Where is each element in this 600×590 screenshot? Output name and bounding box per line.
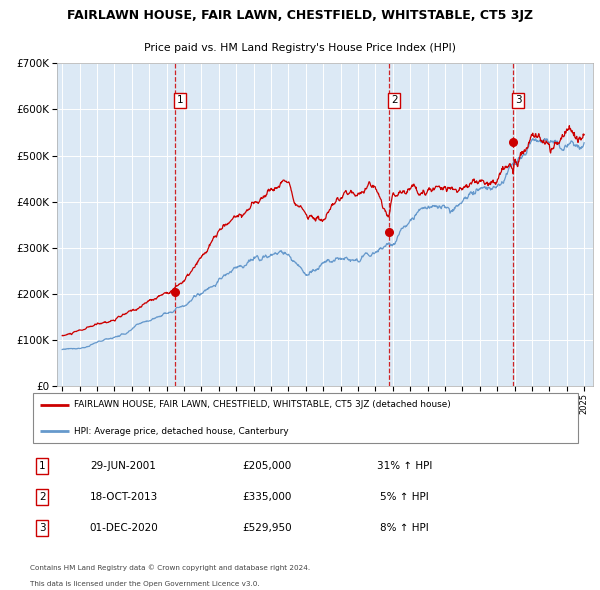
Text: This data is licensed under the Open Government Licence v3.0.: This data is licensed under the Open Gov…	[30, 582, 260, 588]
Text: FAIRLAWN HOUSE, FAIR LAWN, CHESTFIELD, WHITSTABLE, CT5 3JZ (detached house): FAIRLAWN HOUSE, FAIR LAWN, CHESTFIELD, W…	[74, 401, 451, 409]
Text: 31% ↑ HPI: 31% ↑ HPI	[377, 461, 432, 471]
Text: £529,950: £529,950	[242, 523, 292, 533]
Text: HPI: Average price, detached house, Canterbury: HPI: Average price, detached house, Cant…	[74, 427, 289, 435]
Text: 29-JUN-2001: 29-JUN-2001	[91, 461, 157, 471]
Text: 18-OCT-2013: 18-OCT-2013	[89, 493, 158, 502]
Text: 01-DEC-2020: 01-DEC-2020	[89, 523, 158, 533]
Text: Contains HM Land Registry data © Crown copyright and database right 2024.: Contains HM Land Registry data © Crown c…	[30, 564, 310, 571]
FancyBboxPatch shape	[33, 394, 578, 442]
Text: £205,000: £205,000	[242, 461, 292, 471]
Text: 1: 1	[177, 96, 184, 105]
Text: Price paid vs. HM Land Registry's House Price Index (HPI): Price paid vs. HM Land Registry's House …	[144, 44, 456, 53]
Text: 3: 3	[515, 96, 521, 105]
Text: 2: 2	[391, 96, 398, 105]
Text: 3: 3	[39, 523, 46, 533]
Text: 8% ↑ HPI: 8% ↑ HPI	[380, 523, 429, 533]
Text: 2: 2	[39, 493, 46, 502]
Text: 1: 1	[39, 461, 46, 471]
Text: FAIRLAWN HOUSE, FAIR LAWN, CHESTFIELD, WHITSTABLE, CT5 3JZ: FAIRLAWN HOUSE, FAIR LAWN, CHESTFIELD, W…	[67, 9, 533, 22]
Text: 5% ↑ HPI: 5% ↑ HPI	[380, 493, 429, 502]
Text: £335,000: £335,000	[242, 493, 292, 502]
